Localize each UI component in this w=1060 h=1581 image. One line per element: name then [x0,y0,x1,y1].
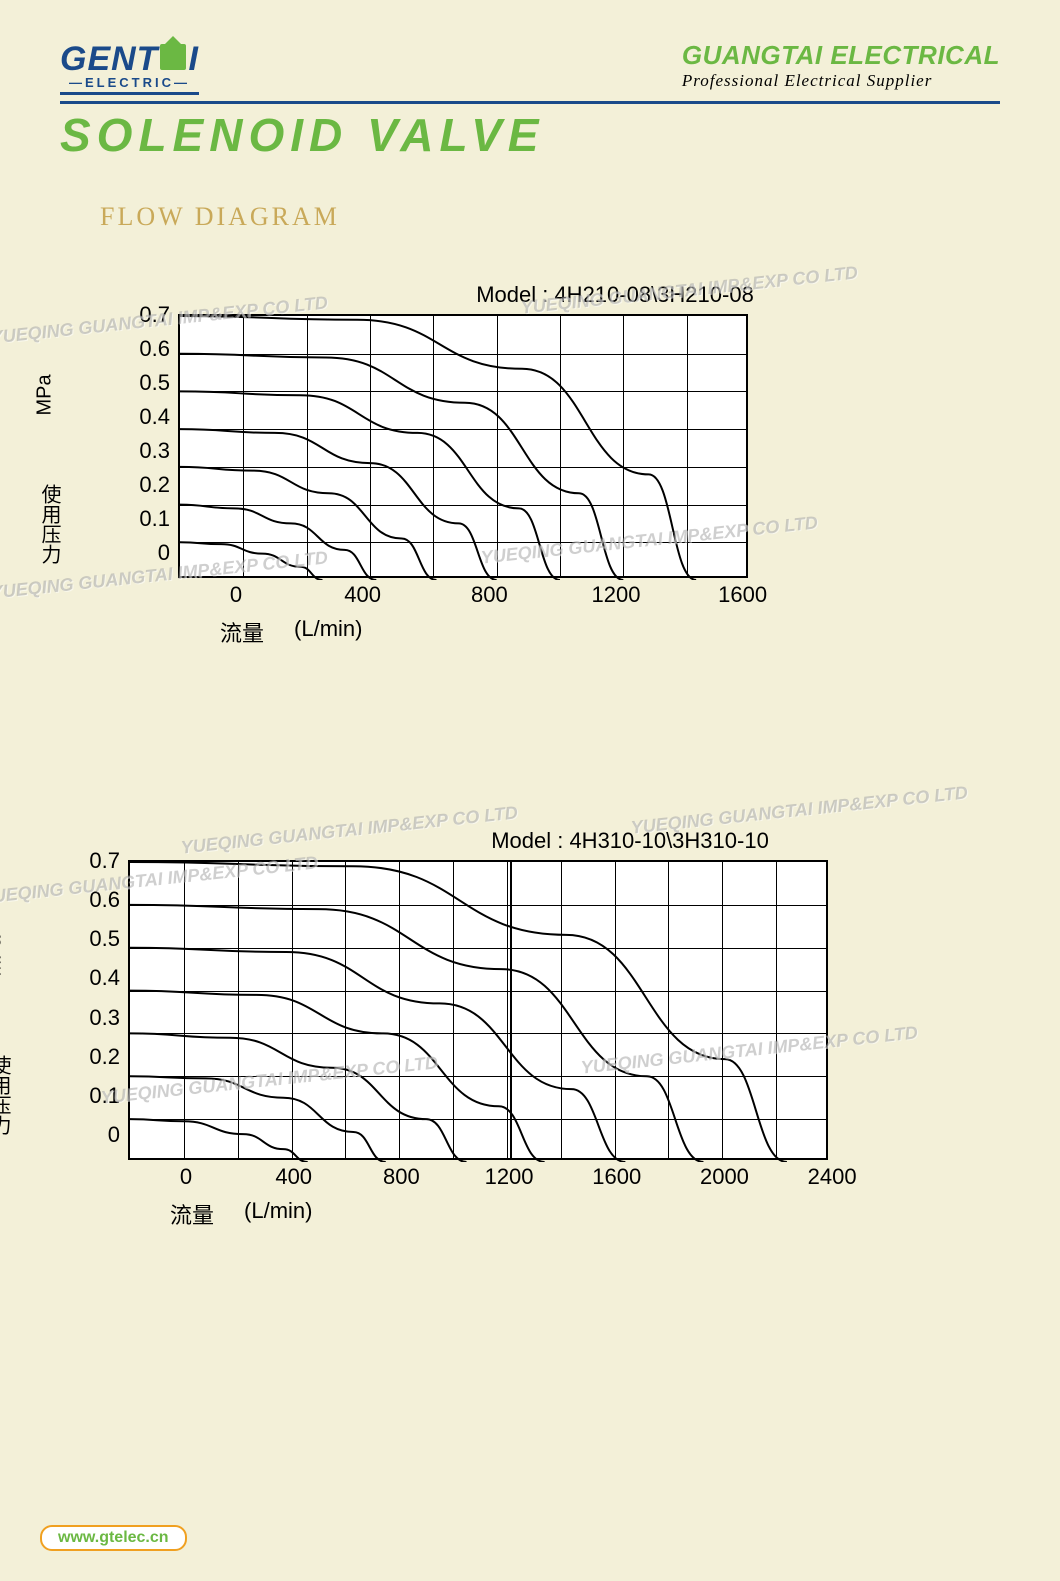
company-name: GUANGTAI ELECTRICAL [682,40,1000,71]
logo-subtext: —ELECTRIC— [69,75,190,90]
chart-1-x-cn: 流量 [220,616,264,648]
chart-1-container: Model : 4H210-08\3H210-08 MPa 使用压力 0.70.… [120,282,1000,648]
chart-1-y-ticks: 0.70.60.50.40.30.20.10 [120,302,170,566]
chart-1-title: Model : 4H210-08\3H210-08 [230,282,1000,308]
chart-1-plot [178,314,748,578]
chart-1-y-cn: 使用压力 [35,484,64,564]
chart-2-plot [128,860,828,1160]
chart-1-x-label: 流量 (L/min) [220,616,1000,648]
house-icon [160,44,186,70]
company-tagline: Professional Electrical Supplier [682,71,1000,91]
chart-1-y-unit: MPa [34,374,57,415]
chart-2-x-cn: 流量 [170,1198,214,1230]
chart-1-x-ticks: 040080012001600 [168,582,1000,608]
chart-2-x-label: 流量 (L/min) [170,1198,1000,1230]
chart-2-x-unit: (L/min) [244,1198,312,1230]
chart-2-y-unit: MPa [0,935,7,976]
chart-2-container: Model : 4H310-10\3H310-10 MPa 使用压力 0.70.… [70,828,1000,1230]
logo-part-2: I [188,40,198,79]
chart-2-title: Model : 4H310-10\3H310-10 [260,828,1000,854]
logo-part-1: GENT [60,40,158,79]
header-right: GUANGTAI ELECTRICAL Professional Electri… [682,40,1000,91]
chart-2-area: MPa 使用压力 0.70.60.50.40.30.20.10 [70,860,1000,1160]
logo-block: GENT I —ELECTRIC— [60,40,199,95]
logo-text: GENT I [60,40,199,79]
chart-1-x-unit: (L/min) [294,616,362,648]
section-title: FLOW DIAGRAM [100,202,1000,232]
page-header: GENT I —ELECTRIC— GUANGTAI ELECTRICAL Pr… [60,40,1000,104]
page-title: SOLENOID VALVE [60,108,1000,162]
chart-2-y-ticks: 0.70.60.50.40.30.20.10 [70,848,120,1148]
chart-2-y-cn: 使用压力 [0,1055,14,1135]
footer-url: www.gtelec.cn [40,1525,187,1551]
chart-1-area: MPa 使用压力 0.70.60.50.40.30.20.10 [120,314,1000,578]
chart-2-x-ticks: 04008001200160020002400 [118,1164,1000,1190]
